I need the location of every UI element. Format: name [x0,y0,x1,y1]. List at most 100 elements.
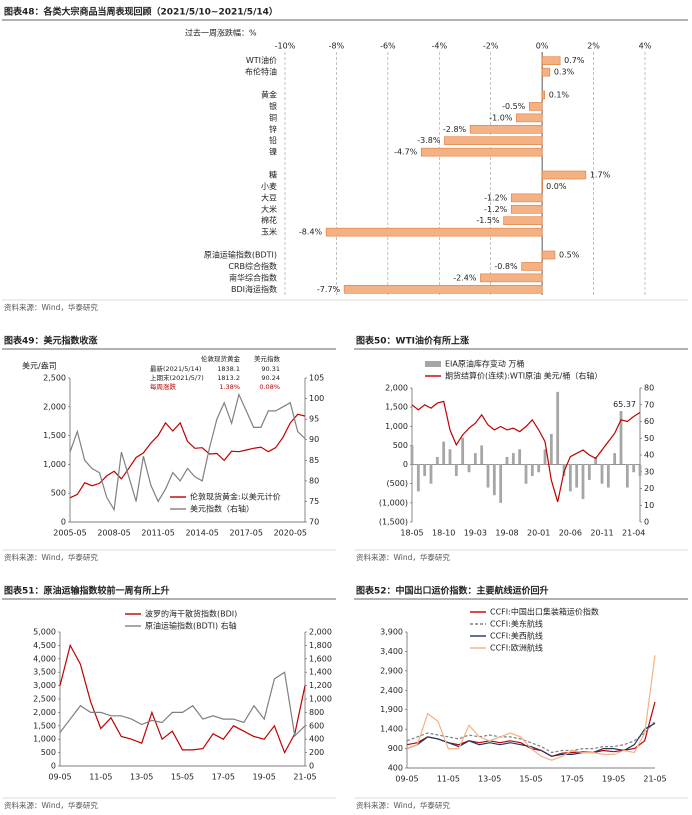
source-note: 资料来源：Wind，华泰研究 [356,552,450,562]
bar [541,67,551,77]
y2-tick-label: 100 [309,394,324,403]
series-line [69,413,306,499]
y-tick-label: 1,000 [43,460,66,469]
x-tick-label: -2% [483,42,499,51]
chart-title: 图表49：美元指数收涨 [4,335,99,347]
value-label: 0.1% [549,91,570,100]
y2-tick-label: 10 [644,501,654,510]
point-annotation: 65.37 [613,400,636,409]
bar [516,113,543,123]
y-tick-label: 500 [393,441,408,450]
x-tick-label: 0% [536,42,549,51]
category-label: 小麦 [261,181,277,191]
category-label: 原油运输指数(BDTI) [204,250,277,260]
bar [442,441,446,465]
y-tick-label: 1,000 [33,735,56,744]
bar [423,464,427,477]
bar [541,170,587,180]
bar [467,464,471,473]
y-tick-label: 900 [388,744,403,753]
bar [448,449,452,465]
chart-title: 图表51：原油运输指数较前一周有所上升 [4,585,170,597]
y2-tick-label: 50 [644,434,654,443]
bar [521,262,543,271]
y-tick-label: 2,000 [33,708,56,717]
table-cell: 90.31 [261,365,280,373]
bar [638,464,642,477]
y2-tick-label: 20 [644,484,654,493]
y-tick-label: (500) [386,479,408,488]
value-label: -3.8% [417,136,441,145]
x-tick-label: 2005-05 [53,529,86,538]
category-label: 大豆 [261,192,277,202]
series-line [59,671,306,738]
x-tick-label: 13-05 [478,775,501,784]
bar [632,464,636,473]
y2-tick-label: 85 [309,456,319,465]
bar [343,284,543,294]
y-tick-label: 1,400 [380,725,403,734]
bar [619,410,623,465]
chart-title: 图表50：WTI油价有所上涨 [356,335,470,347]
source-note: 资料来源：Wind，华泰研究 [4,302,98,312]
y2-tick-label: 95 [309,415,319,424]
y-tick-label: 2,900 [380,666,403,675]
y-tick-label: 1,000 [385,422,408,431]
legend-label: 伦敦现货黄金:以美元计价 [190,492,281,502]
bar [568,464,572,492]
bar [444,136,543,146]
bar [473,453,477,465]
y-tick-label: (1,000) [379,498,408,507]
chart-title: 图表48：各类大宗商品当周表现回顾（2021/5/10~2021/5/14） [4,6,278,18]
bar [435,456,439,465]
x-tick-label: -8% [329,42,345,51]
x-tick-label: 19-08 [495,529,518,538]
bar [454,464,458,477]
bar [499,464,503,503]
bar [410,445,414,465]
value-label: -0.8% [494,262,518,271]
y2-tick-label: 0 [309,762,314,771]
bar [469,124,543,134]
x-tick-label: -6% [380,42,396,51]
series-line [411,400,641,503]
value-label: 0.7% [564,56,585,65]
value-label: 0.3% [554,68,575,77]
y2-tick-label: 1,000 [309,695,332,704]
y2-tick-label: 1,200 [309,681,332,690]
x-tick-label: 18-10 [432,529,455,538]
bar [537,464,541,473]
category-label: 大米 [261,204,277,214]
series-line [406,722,656,757]
source-note: 资料来源：Wind，华泰研究 [4,800,98,810]
legend-swatch [425,361,441,367]
y-tick-label: 3,400 [380,647,403,656]
bar [613,453,617,465]
value-label: -8.4% [299,228,323,237]
x-tick-label: 11-05 [437,775,460,784]
y2-tick-label: 75 [309,497,319,506]
y2-tick-label: 400 [309,735,324,744]
y2-tick-label: 40 [644,451,654,460]
y2-tick-label: 80 [309,476,319,485]
bar [461,437,465,465]
value-label: 1.7% [590,171,611,180]
bar [575,464,579,488]
x-tick-label: 21-04 [622,529,645,538]
y-tick-label: 0 [51,762,56,771]
bar [511,453,515,465]
table-cell: 每周涨跌 [150,382,177,391]
x-tick-label: 17-05 [561,775,584,784]
bar [543,449,547,465]
y2-tick-label: 90 [309,435,319,444]
y2-tick-label: 30 [644,467,654,476]
value-label: -1.5% [476,216,500,225]
x-tick-label: 2020-05 [274,529,307,538]
y-tick-label: 3,900 [380,628,403,637]
y2-tick-label: 600 [309,721,324,730]
value-label: 0.0% [546,182,567,191]
series-line [406,655,656,761]
bar [594,456,598,465]
y-tick-label: 2,500 [33,695,56,704]
y-tick-label: 4,000 [33,654,56,663]
